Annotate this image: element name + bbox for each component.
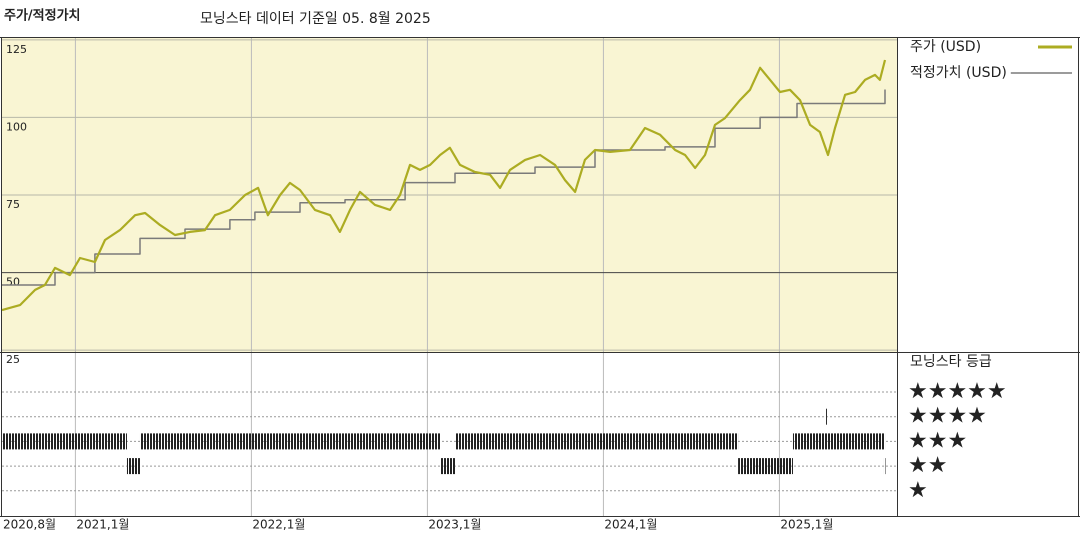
rating-bar	[139, 433, 441, 450]
rating-bar	[440, 458, 456, 475]
x-tick-label: 2023,1월	[428, 518, 481, 532]
x-tick-label: 2020,8월	[3, 518, 56, 532]
x-tick-label: 2022,1월	[252, 518, 305, 532]
rating-bar	[883, 458, 886, 475]
rating-bar	[126, 458, 140, 475]
x-tick-label: 2024,1월	[604, 518, 657, 532]
rating-legend-label: ★★★	[908, 428, 967, 453]
legend-label: 주가 (USD)	[910, 39, 981, 55]
y-tick-label: 100	[6, 120, 27, 133]
y-tick-label: 75	[6, 198, 20, 211]
y-tick-label: 125	[6, 43, 27, 56]
rating-legend-label: ★★★★★	[908, 379, 1007, 404]
chart-title: 주가/적정가치	[4, 8, 81, 24]
y-tick-label: 25	[6, 353, 20, 366]
rating-bar	[792, 433, 886, 450]
rating-title: 모닝스타 등급	[910, 354, 992, 370]
rating-bar	[826, 408, 828, 425]
rating-legend-label: ★	[908, 478, 928, 503]
x-tick-label: 2025,1월	[780, 518, 833, 532]
chart-subtitle: 모닝스타 데이터 기준일 05. 8월 2025	[200, 11, 431, 27]
rating-bar	[738, 458, 793, 475]
rating-legend-label: ★★	[908, 453, 947, 478]
y-tick-label: 50	[6, 276, 20, 289]
rating-legend-label: ★★★★	[908, 404, 987, 429]
x-tick-label: 2021,1월	[76, 518, 129, 532]
legend-label: 적정가치 (USD)	[910, 65, 1007, 81]
series-line	[2, 89, 886, 286]
rating-bar	[2, 433, 127, 450]
rating-bar	[455, 433, 739, 450]
series-line	[1, 59, 887, 312]
